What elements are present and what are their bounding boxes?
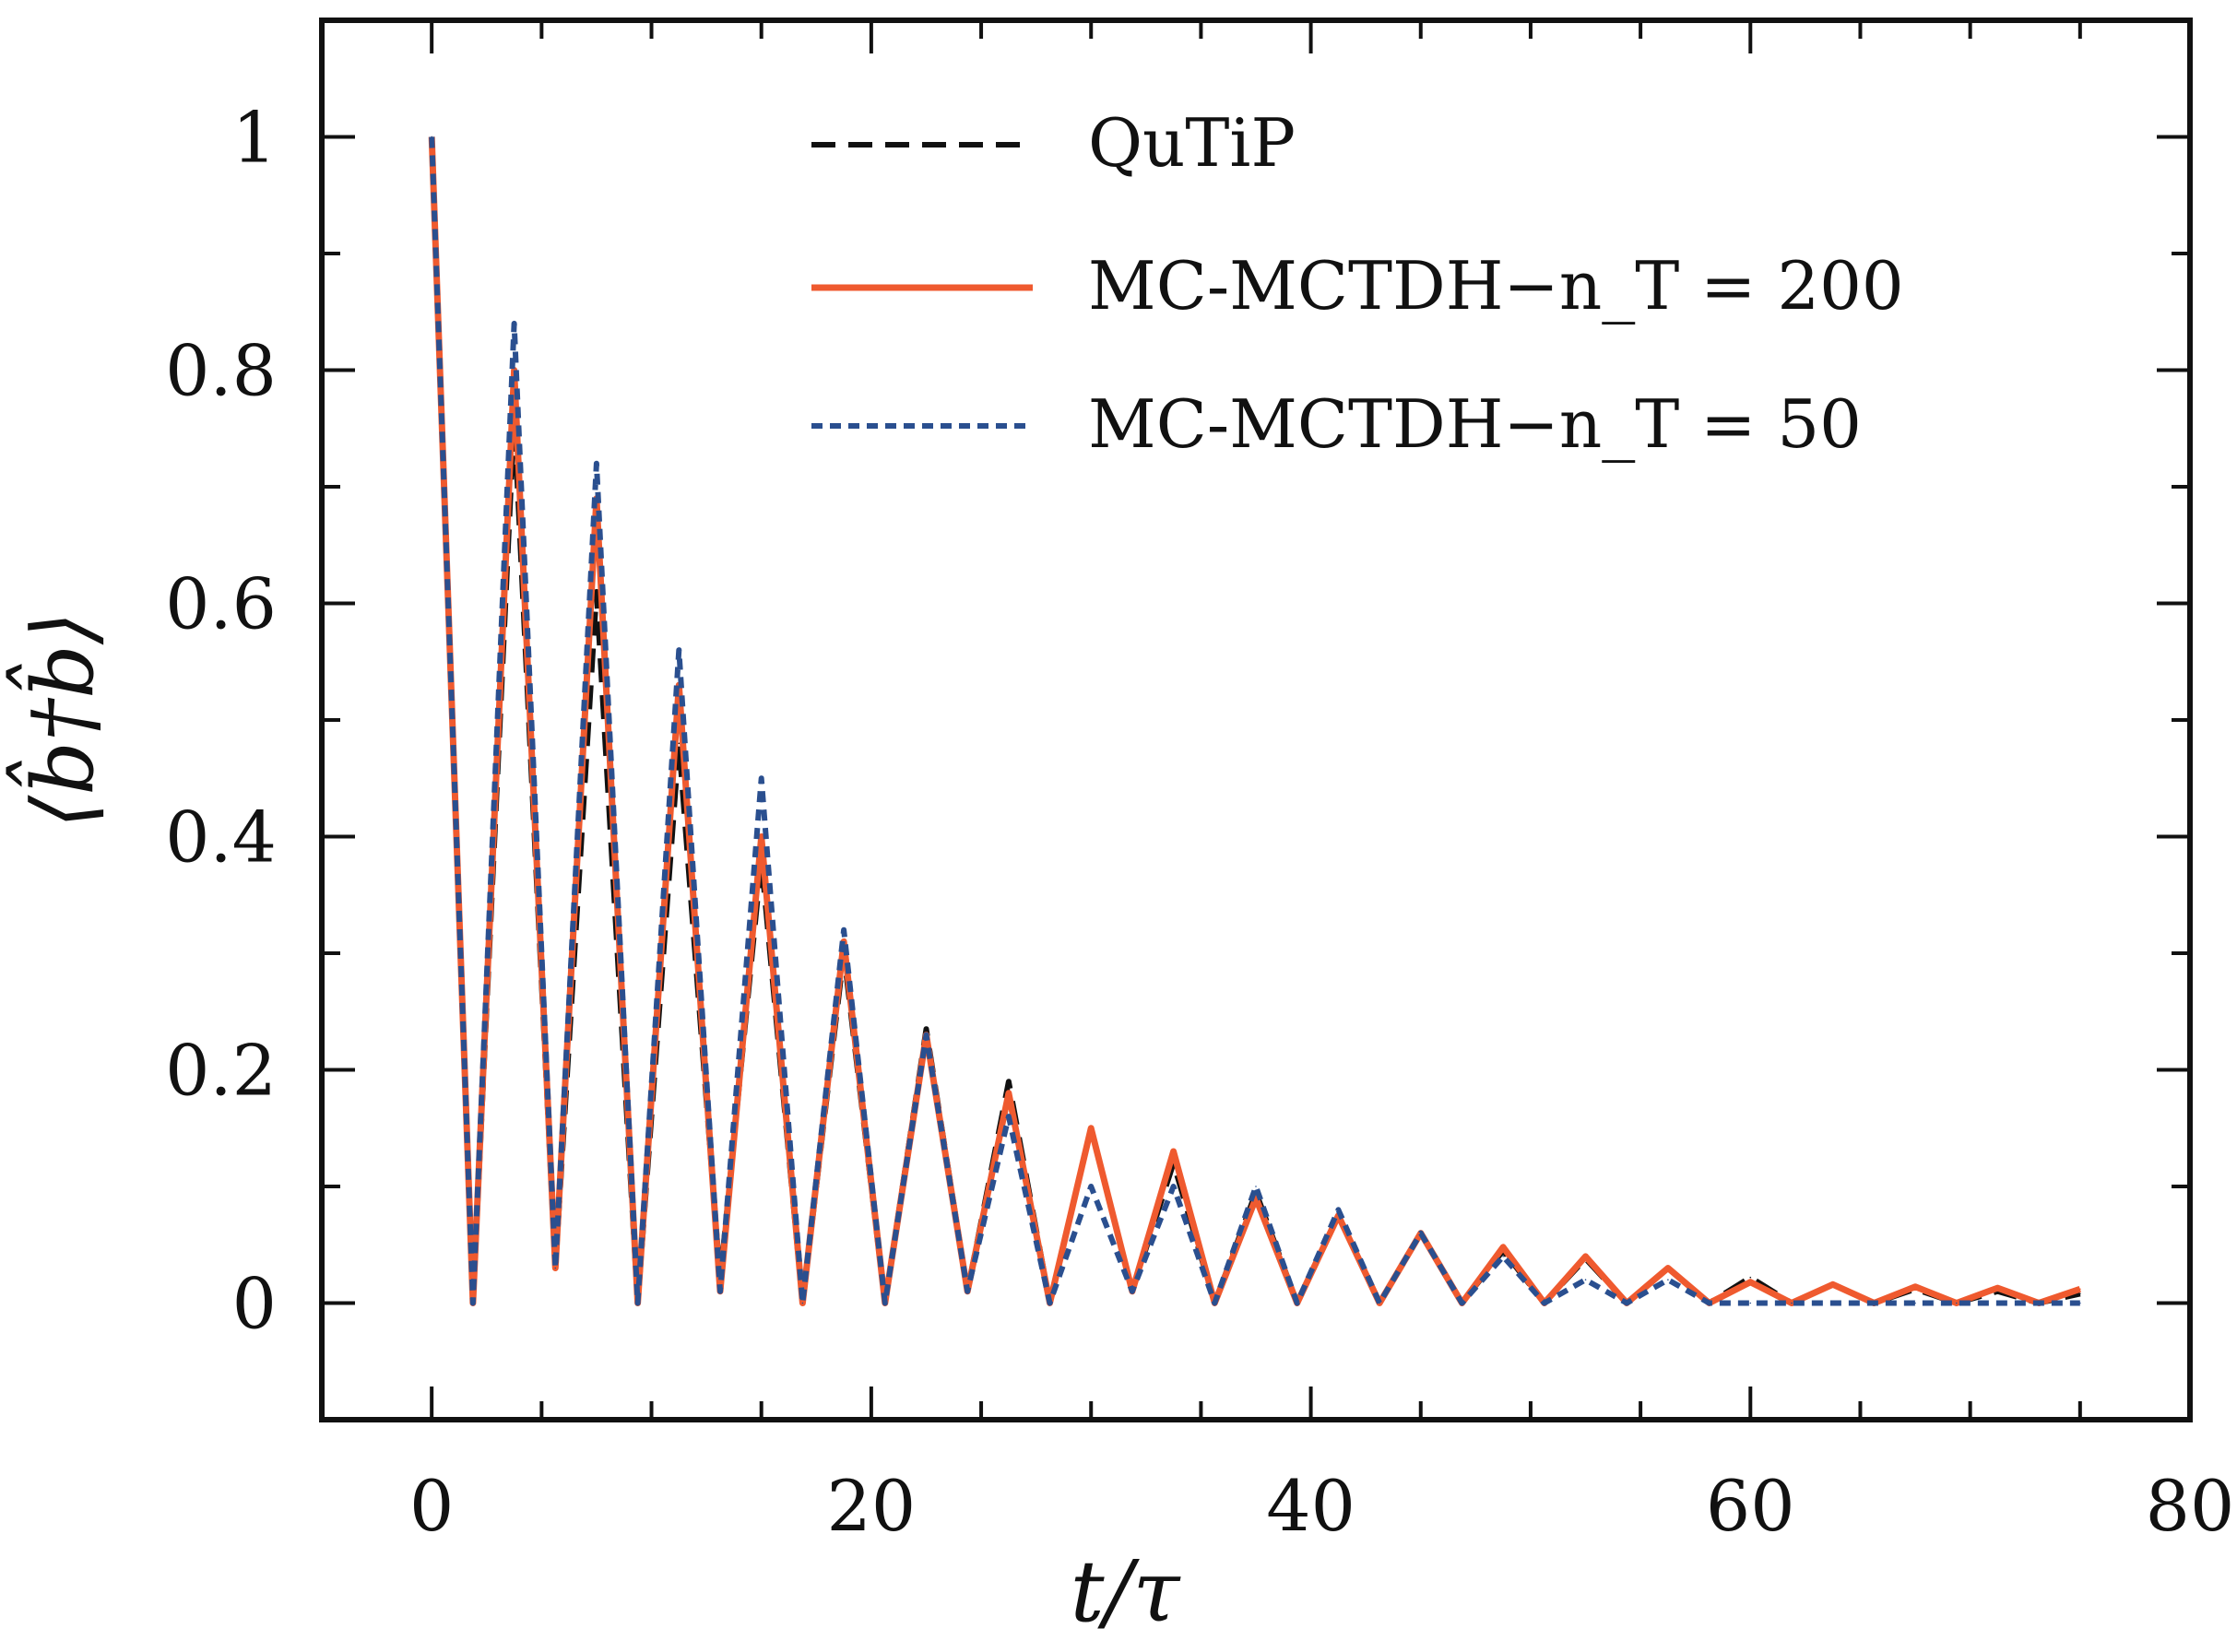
x-tick-label: 40 bbox=[1266, 1465, 1355, 1547]
data-point bbox=[1749, 1276, 1752, 1279]
legend-label-qutip: QuTiP bbox=[1088, 104, 1296, 182]
data-point bbox=[1584, 1279, 1587, 1280]
y-tick-label: 0 bbox=[232, 1263, 277, 1345]
data-point bbox=[1667, 1267, 1669, 1269]
y-axis-label: ⟨b̂†b̂⟩ bbox=[6, 611, 112, 829]
data-point bbox=[1172, 1186, 1175, 1187]
data-point bbox=[1873, 1302, 1876, 1304]
data-point bbox=[1337, 1209, 1340, 1211]
data-point bbox=[1749, 1302, 1752, 1304]
data-point bbox=[2079, 1292, 2081, 1295]
x-tick-label: 60 bbox=[1706, 1465, 1795, 1547]
data-point bbox=[1667, 1279, 1669, 1280]
data-point bbox=[1008, 1080, 1010, 1082]
data-point bbox=[801, 1302, 804, 1304]
legend: QuTiP MC-MCTDH−n_T = 200 MC-MCTDH−n_T = … bbox=[811, 104, 1904, 463]
data-point bbox=[513, 323, 515, 324]
plot-frame bbox=[319, 18, 2193, 1422]
data-point bbox=[596, 591, 598, 593]
data-point bbox=[1996, 1287, 1999, 1289]
data-point bbox=[925, 1033, 928, 1036]
data-point bbox=[1090, 1186, 1093, 1187]
data-point bbox=[1502, 1245, 1504, 1248]
data-point bbox=[1255, 1186, 1257, 1187]
legend-label-mcmctdh-50: MC-MCTDH−n_T = 50 bbox=[1088, 385, 1862, 463]
data-point bbox=[1461, 1302, 1463, 1304]
data-point bbox=[1831, 1283, 1834, 1286]
data-point bbox=[636, 1302, 639, 1304]
data-point bbox=[1008, 1092, 1010, 1094]
data-point bbox=[1172, 1150, 1175, 1152]
data-point bbox=[2038, 1302, 2040, 1304]
data-point bbox=[1955, 1302, 1958, 1304]
data-point bbox=[1791, 1302, 1793, 1304]
data-point bbox=[1996, 1302, 1999, 1304]
data-point bbox=[1914, 1302, 1916, 1304]
data-point bbox=[1213, 1302, 1216, 1304]
data-point bbox=[1090, 1127, 1093, 1129]
legend-label-mcmctdh-200: MC-MCTDH−n_T = 200 bbox=[1088, 247, 1904, 324]
data-point bbox=[843, 928, 845, 931]
data-point bbox=[1831, 1302, 1834, 1304]
data-point bbox=[596, 462, 598, 465]
data-point bbox=[1584, 1256, 1587, 1257]
data-point bbox=[1544, 1302, 1545, 1304]
y-tick-label: 0.2 bbox=[165, 1030, 277, 1112]
data-point bbox=[1708, 1302, 1710, 1304]
tick-labels: 0 20 40 60 80 0 0.2 0.4 0.6 0.8 1 bbox=[165, 97, 2234, 1548]
x-tick-label: 0 bbox=[409, 1465, 454, 1547]
data-point bbox=[1008, 1115, 1010, 1117]
data-point bbox=[1048, 1302, 1051, 1304]
y-tick-label: 0.6 bbox=[165, 563, 277, 645]
data-point bbox=[2079, 1302, 2081, 1304]
data-point bbox=[472, 1302, 474, 1304]
data-point bbox=[719, 1291, 721, 1292]
y-tick-label: 0.4 bbox=[165, 796, 277, 879]
data-point bbox=[1914, 1285, 1916, 1288]
data-point bbox=[431, 136, 432, 138]
y-tick-label: 1 bbox=[232, 97, 277, 179]
x-tick-label: 80 bbox=[2146, 1465, 2235, 1547]
data-point bbox=[760, 835, 763, 838]
y-tick-label: 0.8 bbox=[165, 330, 277, 412]
data-point bbox=[554, 1267, 557, 1269]
data-point bbox=[925, 1028, 928, 1031]
data-point bbox=[1626, 1302, 1628, 1304]
data-point bbox=[1749, 1280, 1752, 1283]
data-point bbox=[1131, 1291, 1133, 1292]
data-point bbox=[966, 1291, 968, 1292]
data-point bbox=[1296, 1302, 1298, 1304]
data-point bbox=[678, 649, 681, 651]
data-point bbox=[678, 742, 681, 745]
x-tick-label: 20 bbox=[827, 1465, 917, 1547]
data-point bbox=[1255, 1197, 1257, 1199]
data-point bbox=[1502, 1256, 1504, 1257]
x-axis-label: t/τ bbox=[1071, 1542, 1182, 1641]
data-point bbox=[1419, 1232, 1422, 1234]
data-point bbox=[883, 1302, 886, 1304]
data-point bbox=[2079, 1288, 2081, 1291]
series-layer bbox=[428, 136, 2081, 1306]
data-point bbox=[1379, 1302, 1380, 1304]
data-point bbox=[760, 777, 763, 780]
